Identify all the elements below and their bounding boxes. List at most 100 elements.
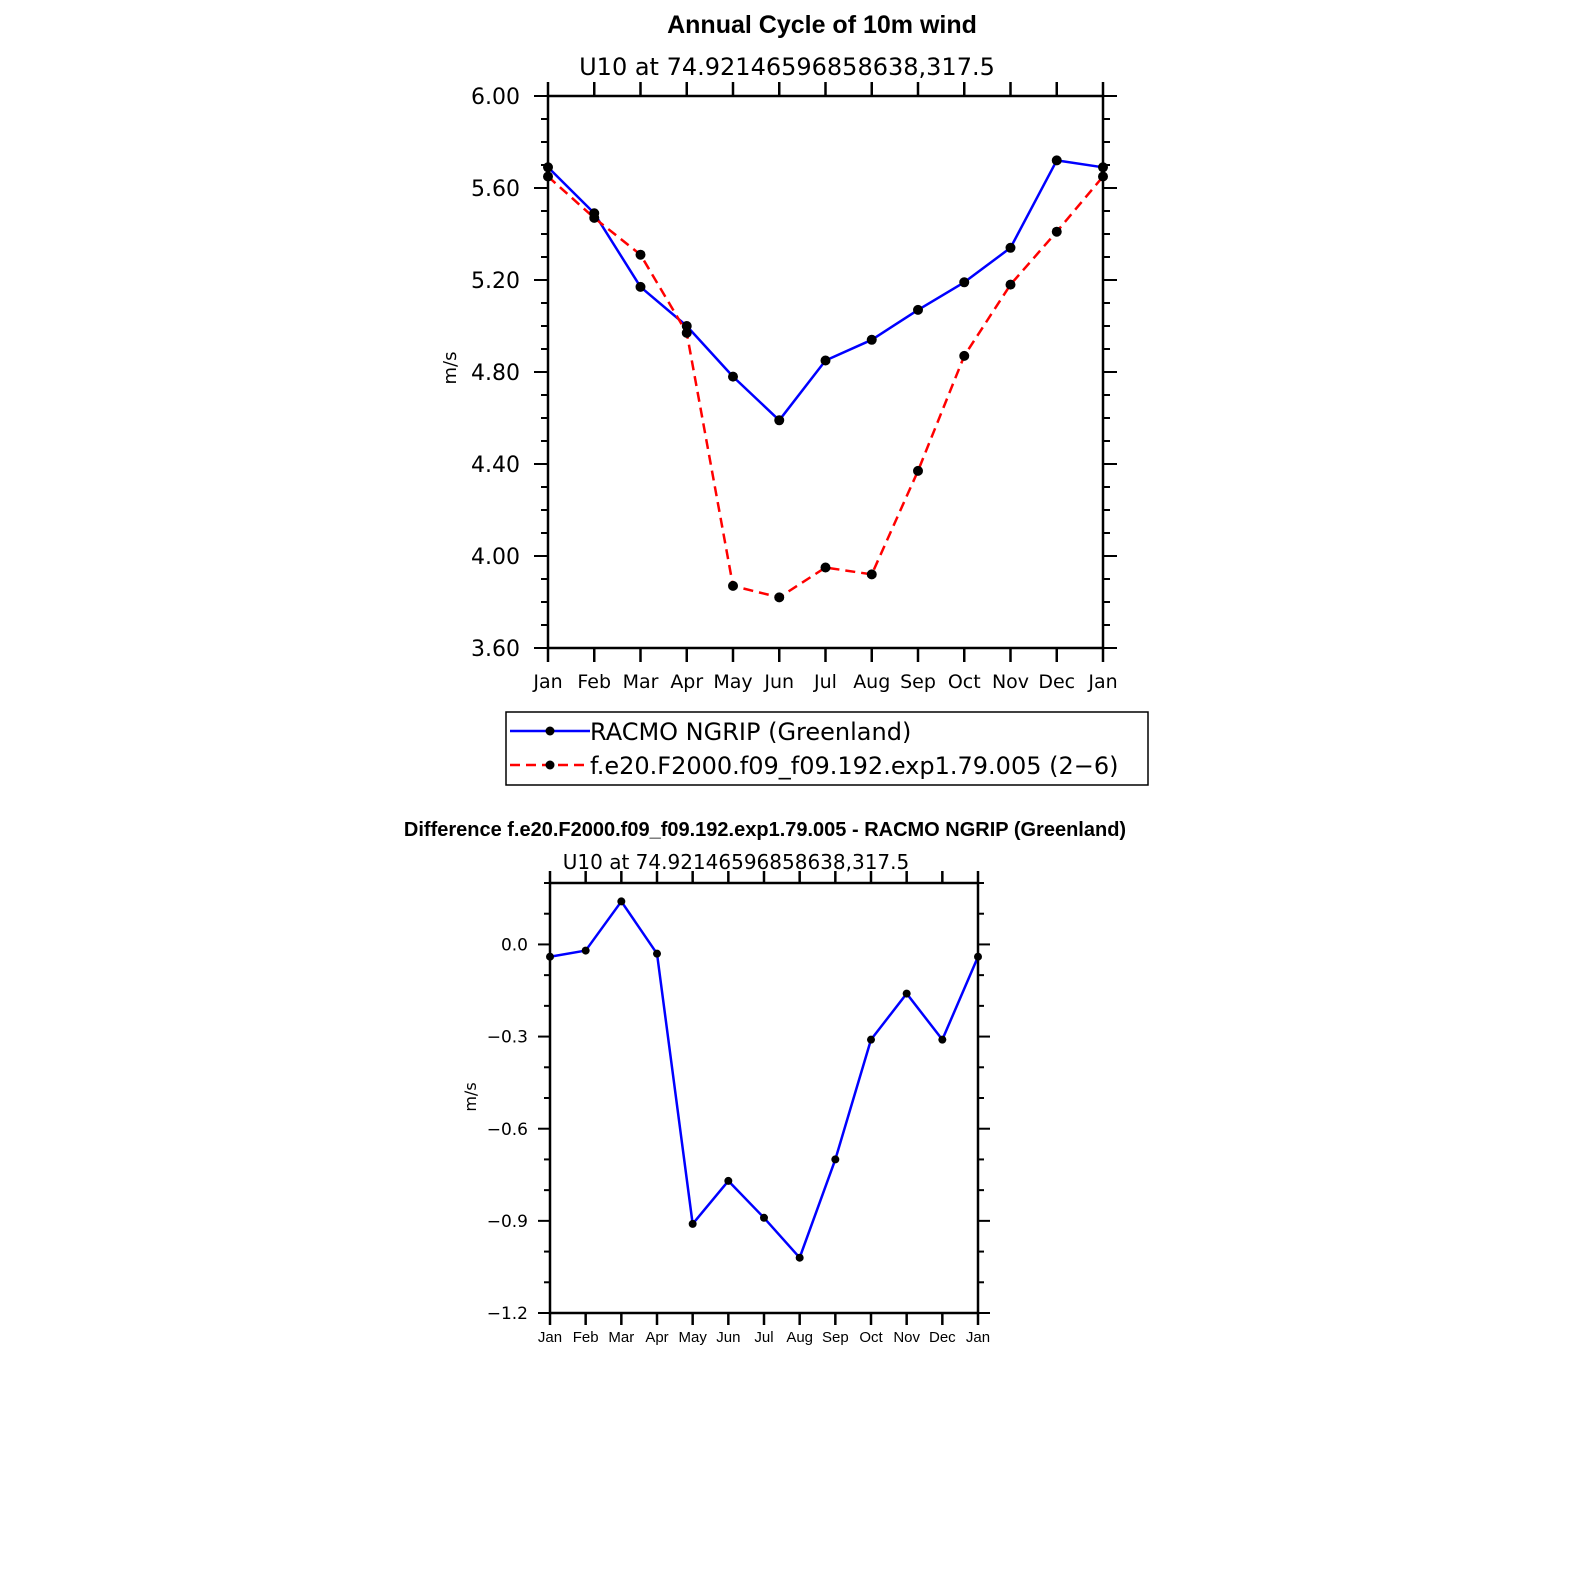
x-tick-label: Jun (763, 671, 794, 693)
legend-label-model: f.e20.F2000.f09_f09.192.exp1.79.005 (2−6… (590, 752, 1118, 780)
data-point (635, 249, 646, 260)
data-point (938, 1035, 947, 1044)
x-tick-label: Feb (577, 671, 611, 693)
y-tick-labels: 3.60 4.00 4.40 4.80 5.20 5.60 6.00 (471, 85, 520, 662)
y-tick-labels: −1.2 −0.9 −0.6 −0.3 0.0 (487, 936, 528, 1325)
x-tick-label: Dec (929, 1329, 956, 1346)
x-tick-labels: Jan Feb Mar Apr May Jun Jul Aug Sep Oct Nov Dec Jan (538, 1329, 990, 1346)
annual-cycle-chart: Annual Cycle of 10m wind U10 at 74.92146… (440, 11, 1149, 786)
x-tick-label: Jan (538, 1329, 562, 1346)
y-tick-label: 5.60 (471, 177, 520, 202)
data-point (581, 946, 590, 955)
x-tick-label: Oct (859, 1329, 883, 1346)
legend-marker-model (545, 760, 555, 770)
plot-frame (546, 94, 1105, 650)
legend-marker-racmo (545, 726, 555, 736)
x-tick-label: Jun (716, 1329, 740, 1346)
x-tick-label: Feb (573, 1329, 599, 1346)
chart-title: Difference f.e20.F2000.f09_f09.192.exp1.… (404, 819, 1126, 841)
data-point (728, 371, 738, 382)
chart-subtitle: U10 at 74.92146596858638,317.5 (563, 850, 909, 874)
y-tick-label: 4.80 (471, 361, 520, 386)
y-tick-label: 4.00 (471, 545, 520, 570)
x-tick-label: Aug (853, 671, 890, 693)
y-tick-label: −0.9 (487, 1212, 528, 1232)
series-lines (549, 900, 980, 1259)
data-point (617, 897, 626, 906)
data-point (653, 949, 661, 958)
data-point (831, 1155, 840, 1164)
x-tick-label: Jan (1087, 671, 1117, 693)
data-point (866, 569, 877, 580)
data-point (913, 465, 923, 476)
y-tick-label: 5.20 (471, 269, 520, 294)
axes-ticks (538, 871, 990, 1325)
x-tick-label: Aug (786, 1329, 813, 1346)
data-point (1051, 226, 1062, 237)
y-tick-label: 4.40 (471, 453, 520, 478)
data-point (1005, 242, 1016, 253)
series-markers (543, 155, 1108, 603)
y-axis-label: m/s (461, 1082, 480, 1111)
x-tick-label: Jul (754, 1329, 773, 1346)
data-point (867, 1035, 875, 1044)
x-tick-label: May (678, 1329, 707, 1346)
y-tick-label: 3.60 (471, 637, 520, 662)
x-tick-label: Nov (992, 671, 1029, 693)
data-point (774, 415, 785, 426)
y-tick-label: 6.00 (471, 85, 520, 110)
data-point (902, 989, 911, 998)
y-tick-label: −0.3 (487, 1028, 528, 1048)
data-point (728, 580, 738, 591)
x-tick-label: Mar (608, 1329, 634, 1346)
x-tick-label: Sep (822, 1329, 849, 1346)
data-point (795, 1253, 804, 1262)
axes-ticks (534, 82, 1117, 662)
plot-frame (548, 881, 980, 1315)
data-point (774, 592, 785, 603)
x-tick-label: Jan (966, 1329, 990, 1346)
legend-label-racmo: RACMO NGRIP (Greenland) (590, 718, 911, 746)
series-markers (546, 897, 982, 1262)
data-point (589, 212, 600, 223)
x-tick-label: Sep (900, 671, 936, 693)
x-tick-label: May (713, 671, 752, 693)
data-point (681, 327, 692, 338)
series-line-0 (547, 159, 1104, 422)
y-tick-label: −0.6 (487, 1120, 528, 1140)
data-point (1005, 279, 1016, 290)
x-tick-label: Mar (623, 671, 659, 693)
y-tick-label: −1.2 (487, 1304, 528, 1324)
y-axis-label: m/s (440, 352, 461, 385)
data-point (1051, 155, 1062, 166)
data-point (820, 562, 831, 573)
difference-chart: Difference f.e20.F2000.f09_f09.192.exp1.… (404, 819, 1126, 1346)
data-point (913, 304, 923, 315)
series-line-0 (549, 900, 980, 1259)
y-tick-label: 0.0 (501, 936, 528, 956)
x-tick-label: Oct (948, 671, 981, 693)
data-point (760, 1213, 768, 1222)
chart-title: Annual Cycle of 10m wind (667, 11, 977, 39)
chart-subtitle: U10 at 74.92146596858638,317.5 (579, 53, 995, 81)
x-tick-label: Apr (670, 671, 703, 693)
data-point (635, 281, 646, 292)
data-point (724, 1176, 733, 1185)
data-point (959, 277, 970, 288)
legend: RACMO NGRIP (Greenland) f.e20.F2000.f09_… (505, 711, 1149, 786)
x-tick-label: Jan (532, 671, 562, 693)
data-point (688, 1219, 697, 1228)
x-tick-label: Dec (1038, 671, 1075, 693)
x-tick-labels: Jan Feb Mar Apr May Jun Jul Aug Sep Oct Nov Dec Jan (532, 671, 1117, 693)
data-point (820, 355, 831, 366)
data-point (681, 321, 692, 331)
x-tick-label: Nov (893, 1329, 920, 1346)
data-point (866, 334, 877, 345)
x-tick-label: Jul (813, 671, 837, 693)
data-point (959, 350, 970, 361)
x-tick-label: Apr (645, 1329, 668, 1346)
series-lines (547, 159, 1104, 599)
series-line-1 (547, 175, 1104, 599)
legend-box (505, 711, 1149, 786)
